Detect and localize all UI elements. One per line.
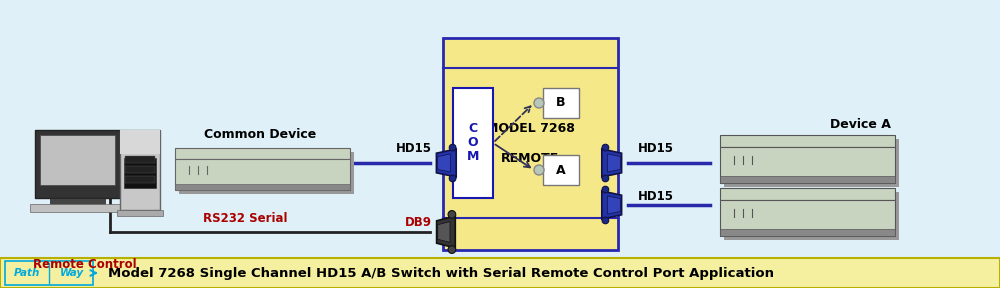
- FancyBboxPatch shape: [40, 135, 115, 185]
- Polygon shape: [438, 221, 450, 242]
- Polygon shape: [720, 188, 895, 200]
- Polygon shape: [175, 148, 350, 158]
- FancyBboxPatch shape: [175, 184, 350, 190]
- Text: Remote Control: Remote Control: [33, 259, 137, 272]
- FancyBboxPatch shape: [720, 229, 895, 236]
- Circle shape: [449, 144, 456, 151]
- FancyBboxPatch shape: [720, 200, 895, 236]
- Polygon shape: [437, 216, 455, 248]
- FancyBboxPatch shape: [720, 147, 895, 183]
- Text: Path: Path: [14, 268, 40, 278]
- Polygon shape: [720, 135, 895, 147]
- Circle shape: [602, 175, 609, 182]
- Text: Common Device: Common Device: [204, 128, 316, 141]
- FancyBboxPatch shape: [543, 155, 579, 185]
- FancyBboxPatch shape: [0, 258, 1000, 288]
- Text: HD15: HD15: [638, 141, 674, 154]
- Text: Way: Way: [60, 268, 84, 278]
- Text: RS232 Serial: RS232 Serial: [203, 211, 287, 225]
- FancyBboxPatch shape: [179, 152, 354, 194]
- FancyBboxPatch shape: [720, 176, 895, 183]
- FancyBboxPatch shape: [543, 88, 579, 118]
- FancyBboxPatch shape: [125, 176, 155, 183]
- Polygon shape: [438, 154, 451, 172]
- Text: HD15: HD15: [638, 190, 674, 202]
- Text: HD15: HD15: [396, 141, 432, 154]
- FancyBboxPatch shape: [724, 192, 899, 240]
- Circle shape: [449, 175, 456, 182]
- Text: Model 7268 Single Channel HD15 A/B Switch with Serial Remote Control Port Applic: Model 7268 Single Channel HD15 A/B Switc…: [108, 266, 774, 279]
- Circle shape: [448, 211, 456, 218]
- Text: Device A: Device A: [830, 118, 890, 132]
- Text: B: B: [556, 96, 566, 109]
- Text: C
O
M: C O M: [467, 122, 479, 164]
- Polygon shape: [607, 154, 620, 172]
- Circle shape: [534, 165, 544, 175]
- FancyBboxPatch shape: [117, 210, 163, 216]
- FancyBboxPatch shape: [120, 130, 160, 210]
- FancyBboxPatch shape: [724, 139, 899, 187]
- Polygon shape: [436, 149, 456, 177]
- Circle shape: [534, 98, 544, 108]
- Circle shape: [602, 144, 609, 151]
- FancyBboxPatch shape: [124, 158, 156, 188]
- Circle shape: [602, 217, 609, 224]
- FancyBboxPatch shape: [125, 166, 155, 173]
- FancyBboxPatch shape: [30, 204, 135, 212]
- FancyBboxPatch shape: [50, 198, 105, 204]
- Circle shape: [448, 246, 456, 253]
- FancyBboxPatch shape: [175, 158, 350, 190]
- Text: A: A: [556, 164, 566, 177]
- Polygon shape: [602, 191, 622, 219]
- Text: Device B: Device B: [830, 171, 890, 185]
- Text: DB9: DB9: [405, 215, 432, 228]
- FancyBboxPatch shape: [35, 130, 120, 198]
- FancyBboxPatch shape: [453, 88, 493, 198]
- FancyBboxPatch shape: [443, 38, 618, 250]
- FancyBboxPatch shape: [125, 156, 155, 163]
- FancyBboxPatch shape: [120, 130, 160, 154]
- Circle shape: [602, 186, 609, 193]
- Polygon shape: [607, 196, 620, 214]
- Text: REMOTE: REMOTE: [501, 153, 560, 166]
- Polygon shape: [602, 149, 622, 177]
- Text: MODEL 7268: MODEL 7268: [486, 122, 575, 134]
